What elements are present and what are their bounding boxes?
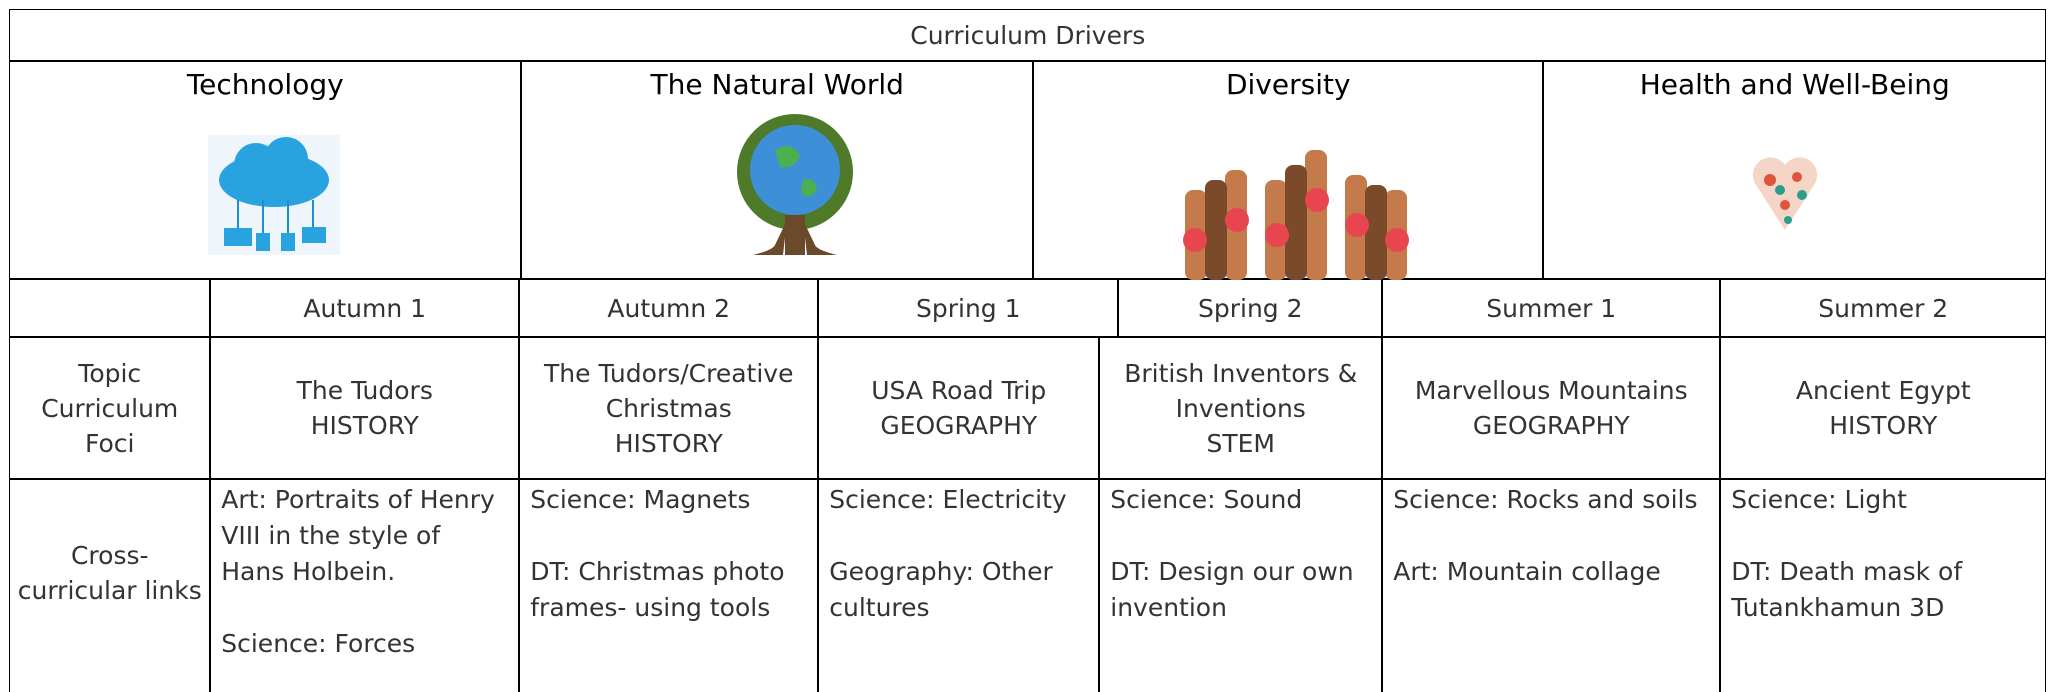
link-text: Geography: Other cultures — [829, 557, 1053, 623]
natural-world-icon — [737, 114, 853, 255]
topic-text: GEOGRAPHY — [880, 411, 1038, 441]
term-header: Summer 1 — [1382, 279, 1721, 338]
blank-cell — [9, 279, 211, 338]
topic-cell: The Tudors HISTORY — [210, 337, 520, 480]
topic-cell: Ancient Egypt HISTORY — [1720, 337, 2047, 480]
links-cell: Science: Magnets DT: Christmas photo fram… — [519, 479, 819, 692]
wellbeing-icon — [1752, 157, 1818, 230]
topic-text: The Tudors/Creative Christmas — [544, 358, 794, 423]
term-header: Spring 2 — [1118, 279, 1383, 338]
topic-text: HISTORY — [1829, 411, 1938, 441]
topic-text: The Tudors — [296, 376, 433, 406]
topic-text: HISTORY — [614, 428, 723, 458]
link-text: DT: Design our own invention — [1110, 557, 1354, 623]
driver-cell: The Natural World — [521, 61, 1034, 280]
topic-cell: The Tudors/Creative Christmas HISTORY — [519, 337, 819, 480]
link-text: Science: Forces — [221, 629, 416, 659]
title-cell: Curriculum Drivers — [9, 9, 2047, 62]
diversity-icon — [1183, 150, 1409, 280]
links-cell: Science: Rocks and soils Art: Mountain co… — [1382, 479, 1721, 692]
links-cell: Science: Light DT: Death mask of Tutankha… — [1720, 479, 2047, 692]
row-label: Cross-curricular links — [9, 479, 211, 692]
technology-icon — [208, 135, 340, 255]
term-header: Autumn 1 — [210, 279, 520, 338]
link-text: Science: Rocks and soils — [1393, 485, 1698, 515]
topic-cell: British Inventors & Inventions STEM — [1099, 337, 1383, 480]
topic-text: GEOGRAPHY — [1472, 411, 1630, 441]
topic-text: British Inventors & Inventions — [1124, 358, 1358, 423]
topic-text: STEM — [1206, 428, 1275, 458]
link-text: Science: Electricity — [829, 485, 1067, 515]
term-header: Autumn 2 — [519, 279, 819, 338]
links-cell: Science: Electricity Geography: Other cul… — [818, 479, 1100, 692]
row-label: Topic Curriculum Foci — [9, 337, 211, 480]
topic-text: Marvellous Mountains — [1414, 376, 1688, 406]
link-text: DT: Death mask of Tutankhamun 3D — [1731, 557, 1963, 623]
link-text: Science: Light — [1731, 485, 1907, 515]
link-text: DT: Christmas photo frames- using tools — [530, 557, 785, 623]
topic-text: USA Road Trip — [871, 376, 1047, 406]
term-header: Spring 1 — [818, 279, 1119, 338]
topic-text: Ancient Egypt — [1795, 376, 1971, 406]
link-text: Art: Portraits of Henry VIII in the styl… — [221, 485, 495, 587]
term-header: Summer 2 — [1720, 279, 2047, 338]
link-text: Art: Mountain collage — [1393, 557, 1661, 587]
driver-cell: Health and Well-Being — [1543, 61, 2047, 280]
links-cell: Art: Portraits of Henry VIII in the styl… — [210, 479, 520, 692]
driver-cell: Diversity — [1033, 61, 1544, 280]
driver-cell: Technology — [9, 61, 522, 280]
topic-cell: USA Road Trip GEOGRAPHY — [818, 337, 1100, 480]
links-cell: Science: Sound DT: Design our own inventi… — [1099, 479, 1383, 692]
link-text: Science: Sound — [1110, 485, 1303, 515]
link-text: Science: Magnets — [530, 485, 751, 515]
topic-text: HISTORY — [310, 411, 419, 441]
topic-cell: Marvellous Mountains GEOGRAPHY — [1382, 337, 1721, 480]
